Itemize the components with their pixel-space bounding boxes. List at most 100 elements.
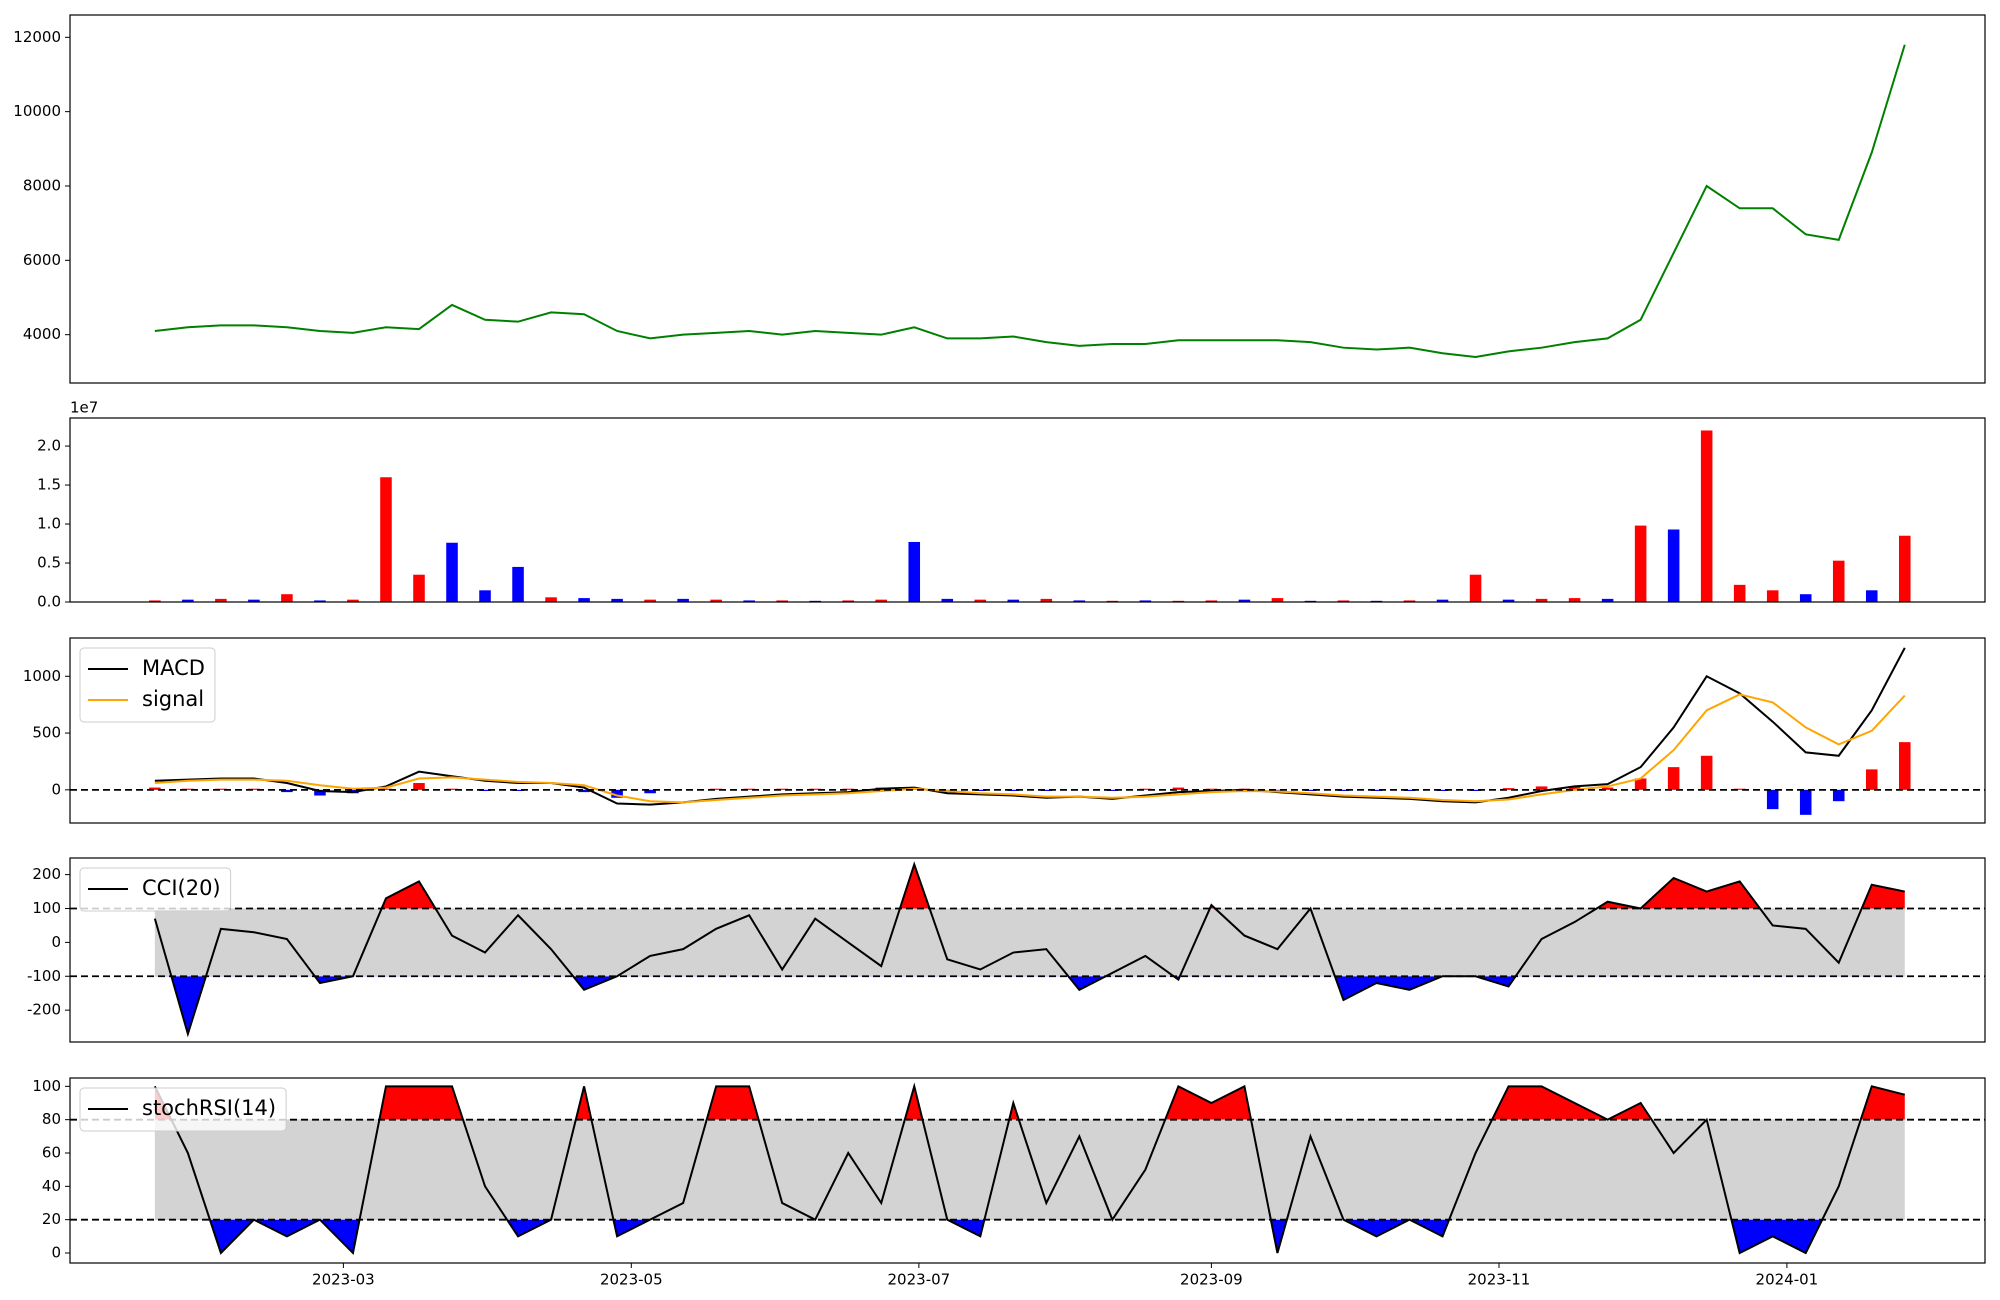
plot-frame [69,637,1986,824]
bar [776,600,788,602]
line [153,1082,1906,1256]
plot-frame [69,857,1986,1043]
y-tick-label: 0 [51,1244,61,1262]
bar [1073,600,1086,602]
bar [644,599,656,602]
y-tick-label: 10000 [13,102,61,120]
bar [182,788,194,790]
x-tick-label: 2023-03 [312,1271,375,1289]
x-tick-label: 2024-01 [1756,1271,1819,1289]
bar [974,599,987,602]
legend-label: signal [142,687,204,711]
bar [974,789,987,791]
bar [1832,560,1845,602]
bar [1337,789,1350,791]
bar [842,600,854,602]
legend [79,647,216,723]
y-tick-label: 1.5 [37,476,61,494]
bar [578,789,590,793]
bar [1337,600,1350,602]
plot-area [149,647,1911,815]
bar [644,789,656,794]
y-tick-label: 500 [32,724,61,742]
bar [1733,584,1746,602]
plot-area [153,861,1905,1038]
bar [1106,789,1119,791]
y-tick-label: 12000 [13,28,61,46]
bar [149,600,161,602]
bar [1469,789,1482,791]
bar [479,590,491,602]
bar [215,598,227,602]
x-tick-label: 2023-11 [1468,1271,1531,1289]
y-tick-label: 80 [42,1110,61,1128]
bar [1469,574,1482,602]
band-fill [154,1219,1905,1253]
y-tick-label: 0 [51,933,61,951]
y-tick-label: 1000 [23,667,61,685]
bar [1700,430,1713,602]
y-tick-label: 100 [32,1077,61,1095]
y-tick-label: 100 [32,899,61,917]
bar [512,789,524,791]
plot-area [154,44,1906,358]
bar [611,789,623,798]
y-tick-label: 20 [42,1210,61,1228]
y-tick-label: 40 [42,1177,61,1195]
bar [809,788,821,790]
bar [413,783,425,790]
bar [1700,755,1713,790]
bar [1205,788,1218,790]
bar [1601,598,1614,602]
bar [941,598,954,602]
bar [1601,787,1614,790]
bar [1799,789,1812,815]
bar [1172,787,1185,790]
bar [1898,535,1911,602]
y-tick-label: 0.0 [37,593,61,611]
band-fill [154,864,1905,909]
y-tick-label: 2.0 [37,437,61,455]
bar [314,789,326,796]
bar [248,599,260,602]
bar [446,788,458,790]
plot-area [149,430,1911,602]
y-tick-label: 6000 [23,251,61,269]
bar [512,566,524,602]
bar [875,599,888,602]
bar [1271,598,1284,602]
bar [611,598,623,602]
bar [1568,786,1581,790]
line [154,44,1906,358]
bar [281,594,293,602]
bar [1007,599,1020,602]
y-tick-label: 4000 [23,325,61,343]
plot-frame [69,417,1986,603]
x-tick-label: 2023-05 [600,1271,663,1289]
bar [1568,598,1581,602]
bar [1370,789,1383,791]
line [154,693,1906,804]
bar [1667,529,1680,602]
bar [1205,600,1218,602]
bar [1766,789,1779,810]
plot-frame [69,1077,1986,1264]
legend [79,1087,287,1132]
bar [1898,742,1911,790]
bar [1865,769,1878,790]
legend-label: stochRSI(14) [142,1096,276,1120]
legend [79,867,232,912]
bar [743,600,755,602]
band [154,1119,1905,1220]
band [154,908,1905,977]
bar [413,574,425,602]
bar [182,599,194,602]
bar [1436,599,1449,602]
bar [578,598,590,602]
bar [1667,767,1680,790]
y-tick-label: 200 [32,865,61,883]
y-tick-label: 0 [51,780,61,798]
y-tick-label: 0.5 [37,554,61,572]
y-tick-label: -100 [27,967,61,985]
